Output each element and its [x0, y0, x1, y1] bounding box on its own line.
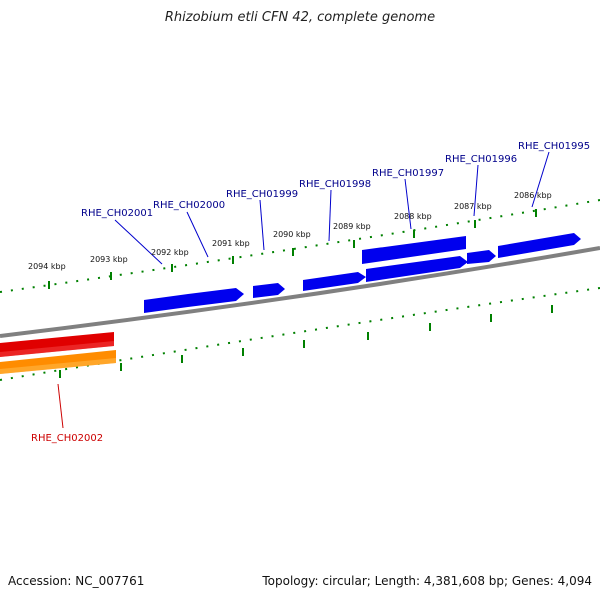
tick-label: 2090 kbp	[273, 230, 311, 239]
tick-label: 2094 kbp	[28, 262, 66, 271]
gene-label-rhe-ch02001[interactable]: RHE_CH02001	[81, 208, 153, 219]
gene-arrow-rhe-ch01999[interactable]	[253, 283, 285, 298]
gene-label-rhe-ch01996[interactable]: RHE_CH01996	[445, 154, 517, 165]
genome-backbone	[0, 246, 600, 338]
reverse-label-leader	[57, 383, 64, 429]
gene-label-rhe-ch01997[interactable]: RHE_CH01997	[372, 168, 444, 179]
gene-label-rhe-ch02002[interactable]: RHE_CH02002	[31, 433, 103, 444]
tick-label: 2087 kbp	[454, 202, 492, 211]
tick-label: 2091 kbp	[212, 239, 250, 248]
inner-tick-ring	[0, 287, 600, 381]
gene-arrow-rhe-ch01995[interactable]	[498, 233, 581, 258]
gene-block-upper[interactable]	[362, 236, 466, 264]
gene-arrow-rhe-ch02000[interactable]	[188, 288, 244, 307]
gene-label-rhe-ch01995[interactable]: RHE_CH01995	[518, 141, 590, 152]
tick-label: 2088 kbp	[394, 212, 432, 221]
accession-label: Accession: NC_007761	[8, 574, 145, 588]
tick-label: 2086 kbp	[514, 191, 552, 200]
map-title: Rhizobium etli CFN 42, complete genome	[164, 10, 436, 25]
gene-arrow-rhe-ch01997[interactable]	[366, 256, 468, 282]
forward-label-leaders	[114, 151, 550, 265]
outer-major-ticks	[48, 209, 537, 289]
tick-label: 2089 kbp	[333, 222, 371, 231]
genome-summary-label: Topology: circular; Length: 4,381,608 bp…	[262, 574, 592, 588]
gene-arrow-rhe-ch01998[interactable]	[303, 272, 366, 291]
gene-label-rhe-ch01998[interactable]: RHE_CH01998	[299, 179, 371, 190]
gene-arrow-rhe-ch01996[interactable]	[467, 250, 496, 264]
gene-label-rhe-ch02000[interactable]: RHE_CH02000	[153, 200, 225, 211]
gene-arrow-rhe-ch02001[interactable]	[144, 294, 188, 313]
reverse-gene-orange[interactable]	[0, 350, 116, 374]
tick-label: 2092 kbp	[151, 248, 189, 257]
gene-label-rhe-ch01999[interactable]: RHE_CH01999	[226, 189, 298, 200]
tick-label: 2093 kbp	[90, 255, 128, 264]
reverse-gene-red[interactable]	[0, 332, 114, 357]
inner-major-ticks	[59, 305, 553, 378]
